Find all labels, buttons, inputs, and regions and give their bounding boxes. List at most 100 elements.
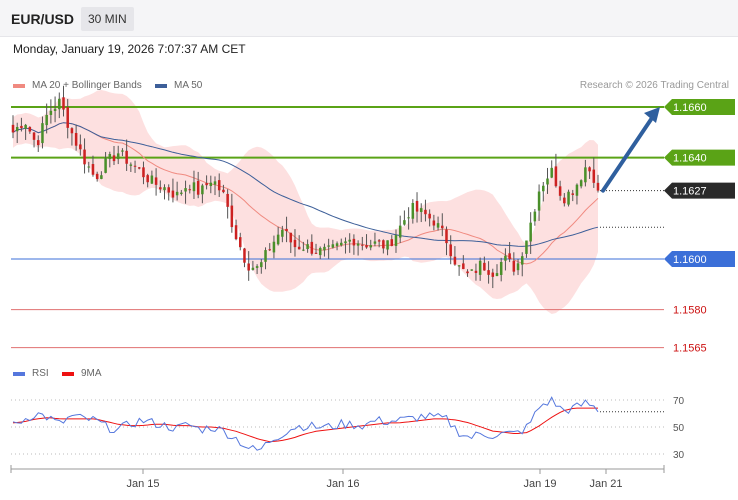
candle-body <box>251 267 255 270</box>
candle-body <box>159 187 162 190</box>
candle <box>340 238 343 247</box>
candle <box>508 241 511 263</box>
forecast-arrow-shaft <box>601 113 656 193</box>
candle-body <box>272 241 276 253</box>
candle <box>213 176 217 196</box>
symbol-title[interactable]: EUR/USD <box>11 11 75 27</box>
candle-body <box>537 191 541 211</box>
level-tag-1.1660 <box>664 99 735 115</box>
candle-body <box>222 189 225 193</box>
candle <box>32 132 36 148</box>
ma50-swatch <box>155 83 167 88</box>
candle <box>424 199 427 222</box>
candle-body <box>499 261 503 275</box>
candle <box>196 171 200 199</box>
candle-body <box>87 166 91 168</box>
candle-body <box>567 191 570 205</box>
candle-body <box>100 175 103 179</box>
candle-body <box>520 256 524 265</box>
ma20-swatch <box>13 83 25 88</box>
candle-body <box>348 239 351 242</box>
ma50-label: MA 50 <box>174 80 203 91</box>
candle <box>558 180 562 201</box>
candle <box>36 135 40 152</box>
credit-text: Research © 2026 Trading Central <box>579 80 729 91</box>
candle <box>411 199 415 224</box>
level-lines-layer: 1.1660 1.1640 1.1600 1.1580 1.1565 <box>11 99 735 355</box>
candle <box>62 85 65 117</box>
candle <box>331 239 335 249</box>
candle-body <box>340 242 343 246</box>
rsi-tick-50: 50 <box>673 423 685 434</box>
candle-body <box>70 128 74 134</box>
bollinger-band <box>13 90 598 314</box>
candle-body <box>116 153 120 160</box>
candle <box>441 213 444 237</box>
candle <box>390 235 394 247</box>
candle-body <box>512 260 516 272</box>
candle-body <box>184 188 187 192</box>
x-tick-label: Jan 21 <box>589 478 622 490</box>
ma20-line <box>12 122 599 265</box>
candle <box>302 241 305 252</box>
candle <box>112 145 116 165</box>
candle-body <box>28 127 32 132</box>
candle <box>407 207 410 230</box>
candle-body <box>112 155 116 162</box>
candle-body <box>264 250 267 262</box>
candle-body <box>474 270 478 273</box>
candle-body <box>83 149 86 165</box>
candle-body <box>293 239 297 248</box>
candle <box>11 115 15 139</box>
candle <box>205 175 208 190</box>
candle-body <box>428 213 431 219</box>
candle-body <box>41 123 44 144</box>
candle-body <box>575 184 579 196</box>
candle-body <box>584 167 587 183</box>
level-label-1.1660: 1.1660 <box>673 102 707 114</box>
candle <box>217 173 221 197</box>
x-tick-label: Jan 15 <box>126 478 159 490</box>
candle-body <box>49 110 53 115</box>
timeframe-button[interactable]: 30 MIN <box>81 7 134 31</box>
candle <box>419 203 423 223</box>
candle <box>554 153 558 188</box>
candle <box>209 175 213 194</box>
candle-body <box>398 225 402 238</box>
candle <box>436 216 440 231</box>
x-tick-label: Jan 19 <box>523 478 556 490</box>
candle-body <box>163 187 166 191</box>
candle <box>137 166 141 170</box>
candle <box>285 216 288 243</box>
candle-body <box>205 183 208 186</box>
candle-body <box>529 222 532 242</box>
candle <box>575 183 579 205</box>
candle-body <box>457 265 461 267</box>
legend-ma50: MA 50 <box>155 80 202 91</box>
level-label-1.1565: 1.1565 <box>673 343 707 355</box>
candle-body <box>24 124 27 129</box>
candle <box>251 260 255 271</box>
candle-body <box>297 246 301 250</box>
candle-body <box>171 190 175 198</box>
candle <box>592 157 596 188</box>
candle-body <box>579 180 583 187</box>
candle <box>49 99 53 124</box>
candle <box>142 161 145 185</box>
candle-body <box>104 158 107 173</box>
candle <box>563 193 566 207</box>
candle <box>243 247 246 268</box>
candle-body <box>66 107 69 128</box>
candle <box>239 232 242 251</box>
candle <box>356 240 360 256</box>
candle-body <box>137 167 141 169</box>
candle <box>546 167 549 194</box>
candle <box>70 127 74 146</box>
candle-body <box>369 245 372 248</box>
candle <box>45 103 48 134</box>
candle <box>247 251 250 281</box>
candle <box>74 124 78 151</box>
candle <box>100 171 103 180</box>
rsi-tick-70: 70 <box>673 396 685 407</box>
